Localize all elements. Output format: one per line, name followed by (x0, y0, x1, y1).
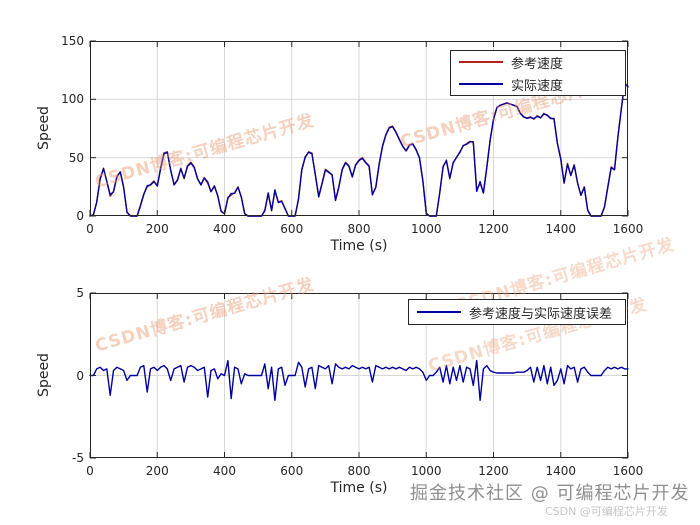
x-tick-label: 600 (280, 464, 304, 478)
speed-error-chart (89, 292, 629, 459)
y-tick-label: 50 (68, 150, 84, 165)
y-tick-label: -5 (72, 451, 84, 465)
bottom-ylabel: Speed (36, 353, 52, 397)
legend-speed-plot: 参考速度 实际速度 (450, 50, 626, 96)
legend-line-error (417, 311, 461, 313)
x-tick-label: 1600 (612, 464, 644, 478)
x-tick-label: 200 (145, 464, 169, 478)
footer-credit: 掘金技术社区 @ 可编程芯片开发 (410, 483, 690, 504)
bottom-xlabel: Time (s) (330, 480, 388, 496)
x-tick-label: 1200 (478, 464, 509, 478)
x-tick-label: 0 (86, 464, 94, 478)
x-tick-label: 400 (213, 464, 236, 478)
legend-label-reference: 参考速度 (511, 56, 564, 72)
y-tick-label: 0 (76, 368, 84, 383)
legend-error-plot: 参考速度与实际速度误差 (408, 299, 626, 325)
y-tick-label: 0 (76, 209, 84, 223)
legend-entry-reference-speed: 参考速度 (459, 53, 615, 72)
legend-entry-error: 参考速度与实际速度误差 (417, 303, 615, 322)
legend-line-actual (459, 83, 503, 85)
x-tick-label: 800 (347, 464, 371, 478)
legend-line-reference (459, 61, 503, 63)
x-tick-label: 1400 (545, 464, 577, 478)
footer-credit-small: CSDN @可编程芯片开发 (545, 505, 668, 518)
x-tick-label: 1400 (545, 222, 577, 236)
x-tick-label: 600 (280, 222, 304, 236)
legend-label-actual: 实际速度 (511, 78, 564, 94)
x-tick-label: 200 (145, 222, 169, 236)
x-tick-label: 0 (86, 222, 94, 236)
x-tick-label: 800 (347, 222, 371, 236)
y-tick-label: 100 (61, 92, 84, 107)
top-ylabel: Speed (36, 106, 52, 150)
top-xlabel: Time (s) (330, 238, 388, 254)
x-tick-label: 1200 (478, 222, 509, 236)
legend-label-error: 参考速度与实际速度误差 (469, 306, 613, 322)
x-tick-label: 1000 (410, 222, 442, 236)
x-tick-label: 1600 (612, 222, 644, 236)
y-tick-label: 150 (61, 34, 84, 48)
x-tick-label: 1000 (410, 464, 442, 478)
y-tick-label: 5 (76, 286, 84, 300)
legend-entry-actual-speed: 实际速度 (459, 75, 615, 94)
x-tick-label: 400 (213, 222, 236, 236)
